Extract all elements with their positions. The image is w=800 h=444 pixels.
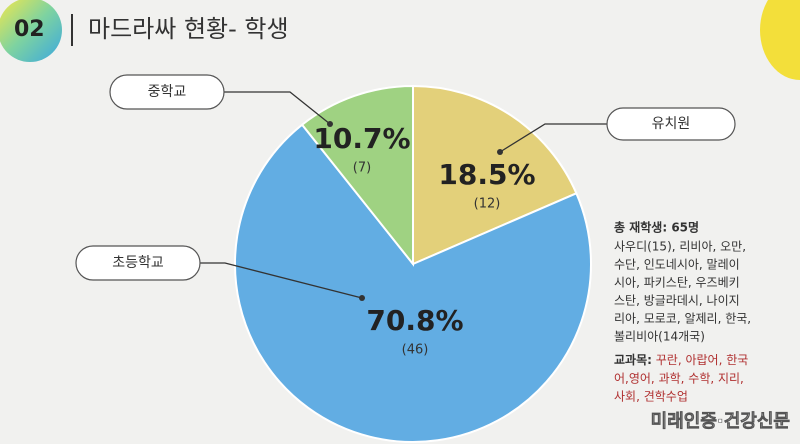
leader-dot [327,121,333,127]
subjects-line: 어,영어, 과학, 수학, 지리, [614,372,744,386]
notes-line: 리아, 모로코, 알제리, 한국, [614,312,751,326]
callout-box [109,74,225,110]
value-label: 70.8% [366,304,463,337]
section-number: 02 [14,17,45,42]
pie-slice [234,123,592,443]
legend-label: 중학교 [148,84,187,100]
leader-dot [359,295,365,301]
leader-line [200,262,363,299]
pie: 18.5% (12) 70.8% (46) 10.7% (7) [234,84,592,443]
watermark: 미래인증·건강신문 [651,411,790,432]
value-label: 18.5% [438,158,535,191]
notes-line: 수단, 인도네시아, 말레이 [614,258,740,272]
leader-line [499,123,607,153]
count-label: (7) [353,161,371,176]
legend-label: 유치원 [652,116,691,132]
notes-line: 스탄, 방글라데시, 나이지 [614,294,740,308]
callout-box [606,107,736,141]
leader-line [224,91,331,125]
count-label: (46) [402,343,429,358]
pie-slice [412,84,578,266]
leader-dot [497,149,503,155]
decor-circle [0,0,62,62]
chart-title: 마드라싸 현황- 학생 [88,15,289,43]
count-label: (12) [474,197,501,212]
callout-box [75,245,201,281]
subjects-line: 교과목: 꾸란, 아랍어, 한국 [614,352,748,367]
value-label: 10.7% [313,122,410,155]
subjects-line: 사회, 견학수업 [614,390,688,404]
notes-line: 볼리비아(14개국) [614,330,705,344]
legend-label: 초등학교 [112,255,164,271]
pie-slice [300,84,414,267]
subjects-text: 꾸란, 아랍어, 한국 [652,353,748,367]
notes-line: 시아, 파키스탄, 우즈베키 [614,276,740,290]
notes-heading: 총 재학생: 65명 [614,220,699,235]
notes-line: 사우디(15), 리비아, 오만, [614,240,746,254]
decor-blob [760,0,800,80]
subjects-label: 교과목: [614,352,652,367]
